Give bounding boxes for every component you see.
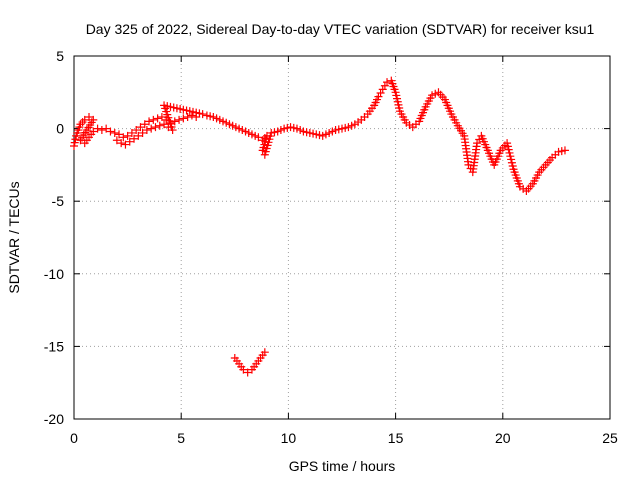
data-point-marker bbox=[187, 111, 196, 120]
data-point-marker bbox=[378, 85, 387, 94]
data-point-marker bbox=[175, 115, 184, 124]
data-point-marker bbox=[102, 124, 111, 133]
data-point-marker bbox=[110, 128, 119, 137]
data-point-marker bbox=[140, 120, 149, 129]
x-tick-label: 0 bbox=[70, 430, 78, 446]
data-point-marker bbox=[503, 139, 512, 148]
data-point-marker bbox=[507, 155, 516, 164]
data-point-marker bbox=[380, 81, 389, 90]
data-point-marker bbox=[147, 124, 156, 133]
data-point-marker bbox=[475, 135, 484, 144]
y-axis-label: SDTVAR / TECUs bbox=[6, 181, 22, 293]
y-tick-label: 0 bbox=[56, 121, 64, 137]
data-point-marker bbox=[507, 158, 516, 167]
data-point-marker bbox=[142, 126, 151, 135]
x-axis-label: GPS time / hours bbox=[289, 458, 396, 474]
data-point-marker bbox=[80, 115, 89, 124]
x-tick-label: 15 bbox=[388, 430, 404, 446]
data-point-marker bbox=[132, 126, 141, 135]
data-point-marker bbox=[70, 138, 79, 147]
data-point-marker bbox=[85, 112, 94, 121]
y-tick-label: 5 bbox=[56, 48, 64, 64]
data-point-marker bbox=[183, 112, 192, 121]
plot-border bbox=[73, 55, 611, 420]
data-point-marker bbox=[254, 133, 263, 142]
data-point-marker bbox=[112, 136, 121, 145]
data-point-marker bbox=[560, 146, 569, 155]
data-point-marker bbox=[179, 114, 188, 123]
y-tick-label: -10 bbox=[44, 266, 64, 282]
grid-lines bbox=[74, 56, 610, 419]
data-point-marker bbox=[138, 128, 147, 137]
x-tick-label: 5 bbox=[177, 430, 185, 446]
data-point-marker bbox=[149, 115, 158, 124]
data-point-marker bbox=[145, 117, 154, 126]
data-point-marker bbox=[243, 368, 252, 377]
data-point-marker bbox=[506, 152, 515, 161]
data-point-marker bbox=[89, 127, 98, 136]
data-point-marker bbox=[136, 123, 145, 132]
data-point-marker bbox=[117, 139, 126, 148]
data-point-marker bbox=[376, 89, 385, 98]
x-tick-label: 25 bbox=[602, 430, 618, 446]
data-point-marker bbox=[115, 130, 124, 139]
data-point-marker bbox=[121, 140, 130, 149]
data-point-marker bbox=[157, 112, 166, 121]
x-axis-ticks: 0 5 10 15 20 25 bbox=[70, 56, 618, 446]
data-point-marker bbox=[123, 131, 132, 140]
x-tick-label: 20 bbox=[495, 430, 511, 446]
data-points bbox=[70, 76, 569, 377]
data-point-marker bbox=[508, 161, 517, 170]
data-point-marker bbox=[198, 110, 207, 119]
data-point-marker bbox=[93, 124, 102, 133]
y-tick-label: -15 bbox=[44, 338, 64, 354]
data-point-marker bbox=[134, 131, 143, 140]
x-tick-label: 10 bbox=[281, 430, 297, 446]
data-point-marker bbox=[151, 123, 160, 132]
data-point-marker bbox=[505, 148, 514, 157]
data-point-marker bbox=[119, 133, 128, 142]
data-point-marker bbox=[70, 142, 78, 151]
data-point-marker bbox=[504, 145, 513, 154]
data-point-marker bbox=[130, 134, 139, 143]
data-point-marker bbox=[71, 135, 80, 144]
data-point-marker bbox=[239, 365, 248, 374]
data-point-marker bbox=[383, 78, 392, 87]
data-point-marker bbox=[125, 137, 134, 146]
y-tick-label: -5 bbox=[52, 193, 65, 209]
data-point-marker bbox=[106, 127, 115, 136]
data-point-marker bbox=[97, 126, 106, 135]
data-point-marker bbox=[155, 121, 164, 130]
y-tick-label: -20 bbox=[44, 411, 64, 427]
data-point-marker bbox=[260, 348, 269, 357]
data-point-marker bbox=[127, 128, 136, 137]
data-point-marker bbox=[153, 114, 162, 123]
chart-title: Day 325 of 2022, Sidereal Day-to-day VTE… bbox=[86, 21, 595, 37]
y-axis-ticks: 5 0 -5 -10 -15 -20 bbox=[44, 48, 610, 427]
data-point-marker bbox=[503, 142, 512, 151]
